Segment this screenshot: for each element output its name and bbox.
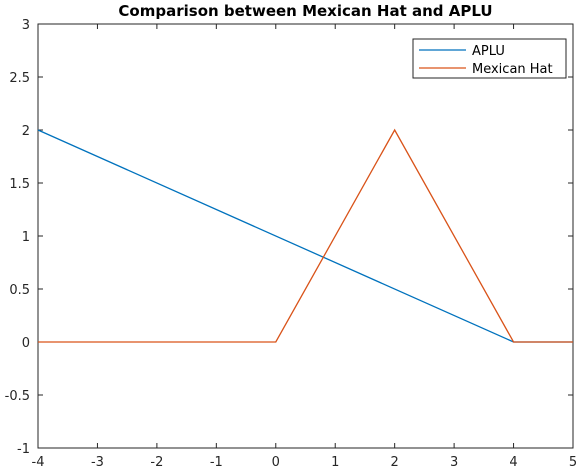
legend-label: Mexican Hat [472, 62, 553, 77]
x-tick-label: -2 [150, 455, 163, 470]
chart-title: Comparison between Mexican Hat and APLU [118, 2, 492, 20]
x-tick-label: -4 [32, 455, 45, 470]
y-tick-label: 0 [22, 336, 30, 351]
axes-box [37, 23, 574, 449]
legend-label: APLU [472, 44, 505, 59]
x-tick-label: 2 [391, 455, 399, 470]
y-tick-label: 3 [22, 18, 30, 33]
y-tick-label: 1.5 [9, 177, 30, 192]
x-tick-label: 3 [450, 455, 458, 470]
legend-box [412, 38, 567, 79]
x-tick-label: -3 [91, 455, 104, 470]
x-tick-label: 4 [509, 455, 517, 470]
y-tick-label: 2 [22, 124, 30, 139]
y-tick-label: -0.5 [5, 389, 30, 404]
legend: APLU Mexican Hat [412, 38, 567, 79]
x-tick-label: 1 [331, 455, 339, 470]
plot-area: -4 -3 -2 -1 0 1 2 3 4 5 -1 -0.5 0 0.5 1 1.5 2 2.5 3 [5, 18, 578, 470]
y-tick-label: -1 [17, 442, 30, 457]
x-tick-label: -1 [210, 455, 223, 470]
y-tick-label: 0.5 [9, 283, 30, 298]
y-tick-label: 2.5 [9, 71, 30, 86]
x-tick-label: 5 [569, 455, 577, 470]
y-tick-label: 1 [22, 230, 30, 245]
series-line-mexican-hat [38, 128, 573, 343]
x-tick-label: 0 [272, 455, 280, 470]
